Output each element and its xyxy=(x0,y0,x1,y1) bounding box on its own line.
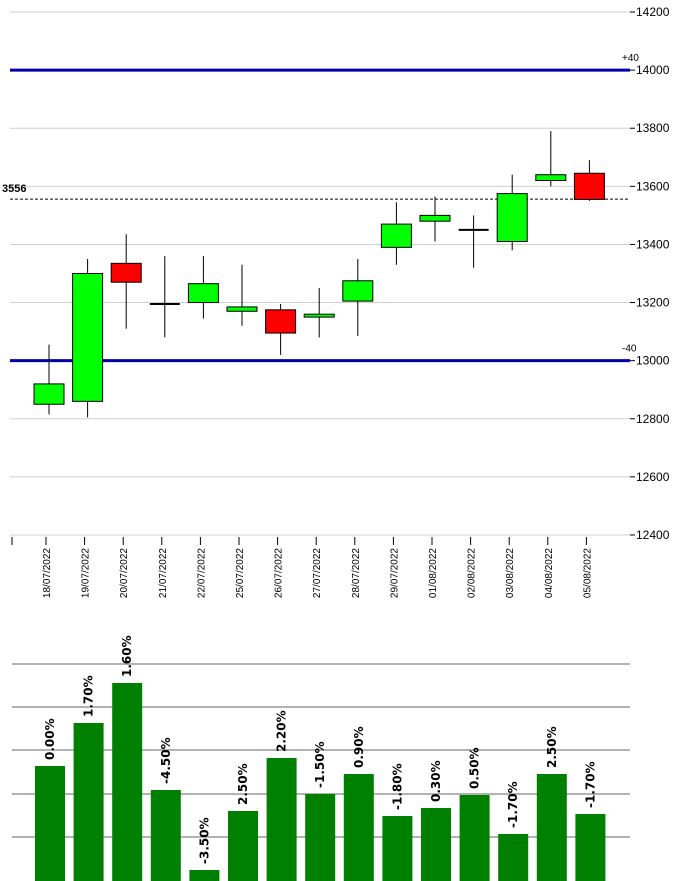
bar xyxy=(150,790,181,881)
candle-x-axis: 18/07/2022 19/07/2022 20/07/2022 21/07/2022… xyxy=(11,537,593,598)
y-tick-label: 13800 xyxy=(636,121,670,135)
bar-value-label: -1.70% xyxy=(506,781,520,828)
x-tick-label: 21/07/2022 xyxy=(158,548,169,598)
x-tick-label: 26/07/2022 xyxy=(274,548,285,598)
bar xyxy=(35,766,65,881)
bar-value-label: -3.50% xyxy=(197,817,211,864)
bar-value-label: -1.80% xyxy=(390,763,404,810)
bar xyxy=(575,814,606,881)
candle-body xyxy=(380,223,412,248)
x-tick-label: 20/07/2022 xyxy=(119,548,130,598)
candle-body xyxy=(496,193,528,243)
x-tick-label: 19/07/2022 xyxy=(81,548,92,598)
bar-value-label: -4.50% xyxy=(159,737,173,784)
x-tick-label: 22/07/2022 xyxy=(196,548,207,598)
candle-body xyxy=(265,309,297,334)
x-tick-label: 27/07/2022 xyxy=(312,548,323,598)
bar xyxy=(459,795,490,881)
candle-body xyxy=(110,262,142,283)
bar-value-label: -1.50% xyxy=(313,741,327,788)
bar xyxy=(112,683,143,881)
bars: 0.00% 1.70% 1.60% -4.50% -3.50% 2.50% 2.20% -1.… xyxy=(35,635,606,881)
candle-body xyxy=(33,383,65,405)
x-tick-label: 25/07/2022 xyxy=(235,548,246,598)
bar-value-label: 2.20% xyxy=(275,710,289,752)
candle-body xyxy=(573,172,605,200)
band-label: -40 xyxy=(622,344,637,355)
y-tick-label: 12600 xyxy=(636,470,670,484)
bar-value-label: 1.70% xyxy=(82,675,96,717)
y-tick-label: 13400 xyxy=(636,237,670,251)
candle-body xyxy=(187,283,219,304)
x-tick-label: 02/08/2022 xyxy=(467,548,478,598)
bar xyxy=(498,834,529,881)
bar-value-label: 0.90% xyxy=(352,726,366,768)
bar xyxy=(421,808,451,881)
x-tick-label: 18/07/2022 xyxy=(42,548,53,598)
x-tick-label: 05/08/2022 xyxy=(582,548,593,598)
y-tick-label: 12800 xyxy=(636,412,670,426)
x-tick-label: 03/08/2022 xyxy=(505,548,516,598)
bar-value-label: 0.00% xyxy=(43,718,57,760)
bar-value-label: 0.50% xyxy=(468,747,482,789)
candle-body xyxy=(72,273,104,402)
bar-value-label: 2.50% xyxy=(236,763,250,805)
y-tick-label: 12400 xyxy=(636,528,670,542)
candle-body xyxy=(342,280,374,302)
x-tick-label: 04/08/2022 xyxy=(544,548,555,598)
bar xyxy=(343,774,374,881)
y-tick-label: 14200 xyxy=(636,5,670,19)
y-tick-label: 13000 xyxy=(636,354,670,368)
bar-value-label: 2.50% xyxy=(545,726,559,768)
x-tick-label: 29/07/2022 xyxy=(389,548,400,598)
reference-label: 3556 xyxy=(2,183,26,195)
candle-body xyxy=(535,174,567,182)
bar xyxy=(305,794,336,881)
candles xyxy=(33,131,605,418)
candle-y-axis: 14200 14000 13800 13600 13400 13200 13000 12800… xyxy=(630,5,670,542)
y-tick-label: 13200 xyxy=(636,296,670,310)
y-tick-label: 14000 xyxy=(636,63,670,77)
candle-body xyxy=(303,313,335,318)
candle-body xyxy=(419,214,451,222)
bar xyxy=(266,758,297,881)
bar xyxy=(73,723,104,881)
bar xyxy=(536,774,567,881)
band-label: +40 xyxy=(622,53,639,64)
bar xyxy=(228,811,258,881)
y-tick-label: 13600 xyxy=(636,179,670,193)
bar-value-label: 0.30% xyxy=(429,760,443,802)
bar-value-label: -1.70% xyxy=(583,761,597,808)
bar xyxy=(189,870,220,881)
x-tick-label: 28/07/2022 xyxy=(351,548,362,598)
bar-value-label: 1.60% xyxy=(120,635,134,677)
bar xyxy=(382,816,413,881)
candle-body xyxy=(226,306,258,312)
x-tick-label: 01/08/2022 xyxy=(428,548,439,598)
